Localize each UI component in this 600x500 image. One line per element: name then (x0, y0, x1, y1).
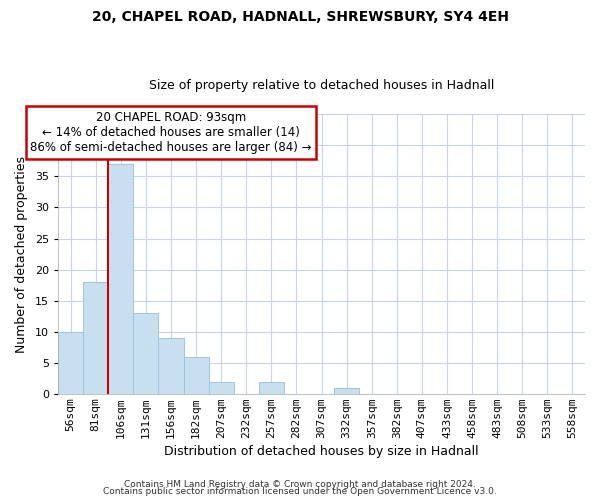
Text: 20 CHAPEL ROAD: 93sqm
← 14% of detached houses are smaller (14)
86% of semi-deta: 20 CHAPEL ROAD: 93sqm ← 14% of detached … (30, 111, 312, 154)
Y-axis label: Number of detached properties: Number of detached properties (15, 156, 28, 352)
Text: 20, CHAPEL ROAD, HADNALL, SHREWSBURY, SY4 4EH: 20, CHAPEL ROAD, HADNALL, SHREWSBURY, SY… (91, 10, 509, 24)
Bar (133, 314, 158, 394)
Bar (184, 357, 209, 395)
Bar (334, 388, 359, 394)
Bar (83, 282, 108, 395)
Text: Contains HM Land Registry data © Crown copyright and database right 2024.: Contains HM Land Registry data © Crown c… (124, 480, 476, 489)
Bar (259, 382, 284, 394)
Title: Size of property relative to detached houses in Hadnall: Size of property relative to detached ho… (149, 79, 494, 92)
X-axis label: Distribution of detached houses by size in Hadnall: Distribution of detached houses by size … (164, 444, 479, 458)
Bar (108, 164, 133, 394)
Text: Contains public sector information licensed under the Open Government Licence v3: Contains public sector information licen… (103, 488, 497, 496)
Bar (209, 382, 234, 394)
Bar (58, 332, 83, 394)
Bar (158, 338, 184, 394)
